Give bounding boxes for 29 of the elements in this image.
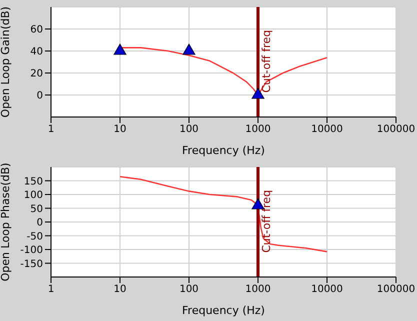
x-tick-label: 100000 [376, 284, 416, 296]
y-axis-title: Open Loop Gain(dB) [0, 6, 12, 118]
y-tick-label: 100 [24, 190, 43, 202]
y-tick-label: 60 [30, 24, 43, 36]
y-tick-label: 0 [36, 218, 43, 229]
x-tick-label: 100 [179, 124, 199, 136]
x-tick-label: 1000 [245, 124, 271, 136]
x-tick-label: 10 [114, 124, 126, 136]
x-tick-label: 1 [48, 284, 54, 296]
x-tick-label: 1 [48, 124, 54, 136]
x-axis-title: Frequency (Hz) [182, 144, 265, 157]
x-tick-label: 1000 [245, 284, 271, 296]
y-tick-label: 20 [30, 68, 43, 80]
y-tick-label: -50 [26, 231, 43, 242]
ref-line-label: Cut-off freq [260, 190, 273, 253]
y-tick-label: 150 [24, 176, 43, 188]
y-tick-label: -150 [20, 258, 43, 270]
x-tick-label: 100 [179, 284, 199, 296]
y-tick-label: 50 [30, 204, 43, 215]
y-tick-label: 0 [36, 90, 43, 102]
x-tick-label: 100000 [376, 124, 416, 136]
x-axis-title: Frequency (Hz) [182, 304, 265, 317]
x-tick-label: 10000 [311, 124, 343, 136]
x-tick-label: 10 [114, 284, 126, 296]
y-tick-label: -100 [20, 245, 43, 256]
ref-line-label: Cut-off freq [260, 30, 273, 93]
y-axis-title: Open Loop Phase(dB) [0, 162, 12, 282]
y-tick-label: 40 [30, 46, 43, 58]
x-tick-label: 10000 [311, 284, 343, 296]
